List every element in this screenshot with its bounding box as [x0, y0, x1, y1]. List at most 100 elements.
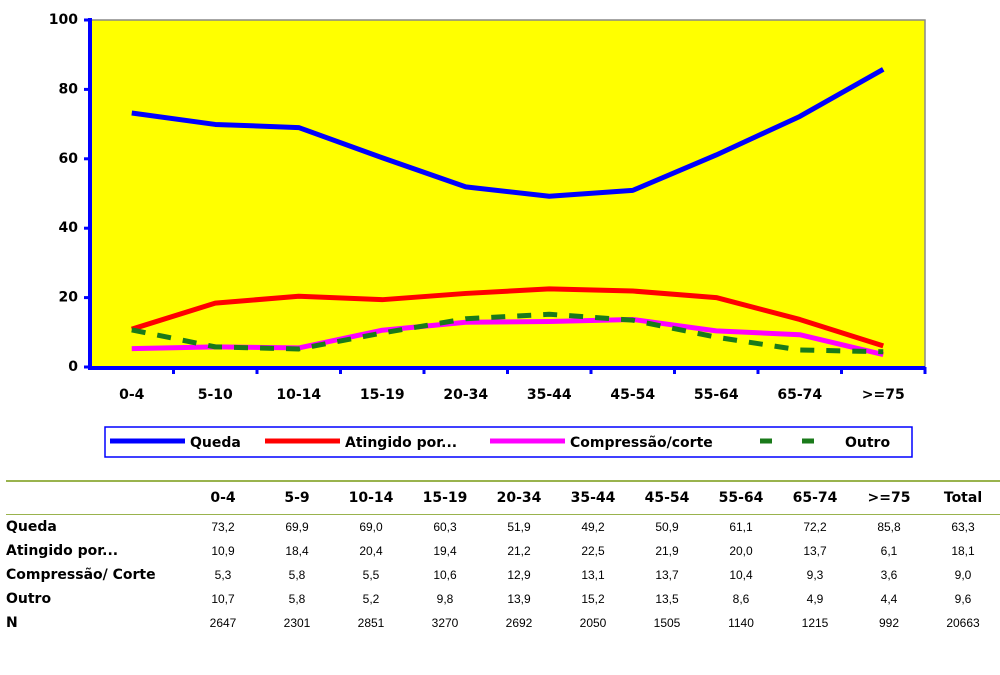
cell: 8,6: [732, 592, 750, 606]
table-row: Queda 73,2 69,9 69,0 60,3 51,9 49,2 50,9 61,1 72,…: [6, 515, 1000, 540]
cell: 18,1: [951, 544, 975, 558]
y-tick-label: 60: [59, 151, 79, 167]
column-header: 45-54: [630, 480, 704, 515]
column-header: 55-64: [704, 480, 778, 515]
cell: 992: [878, 616, 900, 630]
column-header: 65-74: [778, 480, 852, 515]
cell: 5,5: [362, 568, 380, 582]
table-row: N 2647 2301 2851 3270 2692 2050 1505 1140 1215 992…: [6, 611, 1000, 635]
legend-label: Atingido por...: [345, 435, 457, 451]
cell: 61,1: [729, 520, 753, 534]
cell: 5,2: [362, 592, 380, 606]
cell: 2647: [209, 616, 237, 630]
x-tick-label: 35-44: [527, 387, 572, 403]
cell: 9,8: [436, 592, 454, 606]
row-label: Compressão/ Corte: [6, 567, 156, 583]
cell: 13,1: [581, 568, 605, 582]
cell: 15,2: [581, 592, 605, 606]
header-row: 0-4 5-9 10-14 15-19 20-34 35-44 45-54 55-64 65-7…: [6, 480, 1000, 515]
line-series: [131, 286, 885, 349]
cell: 63,3: [951, 520, 975, 534]
cell: 13,7: [655, 568, 679, 582]
cell: 19,4: [433, 544, 457, 558]
cell: 69,0: [359, 520, 383, 534]
y-tick-label: 80: [59, 81, 79, 97]
column-header: 35-44: [556, 480, 630, 515]
cell: 22,5: [581, 544, 605, 558]
cell: 21,9: [655, 544, 679, 558]
x-tick-label: 0-4: [119, 387, 145, 403]
cell: 72,2: [803, 520, 827, 534]
column-header: 0-4: [186, 480, 260, 515]
cell: 49,2: [581, 520, 605, 534]
x-tick-label: 20-34: [443, 387, 488, 403]
x-tick-label: 10-14: [276, 387, 321, 403]
column-header: 20-34: [482, 480, 556, 515]
cell: 4,4: [880, 592, 898, 606]
data-table: 0-4 5-9 10-14 15-19 20-34 35-44 45-54 55-64 65-7…: [6, 480, 1000, 635]
cell: 3270: [431, 616, 459, 630]
cell: 1215: [801, 616, 829, 630]
cell: 2301: [283, 616, 311, 630]
cell: 13,7: [803, 544, 827, 558]
legend-label: Queda: [190, 435, 241, 451]
y-tick-label: 0: [68, 359, 78, 375]
y-tick-label: 40: [59, 220, 79, 236]
cell: 10,6: [433, 568, 457, 582]
cell: 73,2: [211, 520, 235, 534]
column-header: 10-14: [334, 480, 408, 515]
cell: 5,8: [288, 592, 306, 606]
cell: 2851: [357, 616, 385, 630]
cell: 50,9: [655, 520, 679, 534]
column-header: 5-9: [260, 480, 334, 515]
column-header: >=75: [852, 480, 926, 515]
cell: 10,4: [729, 568, 753, 582]
cell: 9,6: [954, 592, 972, 606]
cell: 6,1: [880, 544, 898, 558]
cell: 2692: [505, 616, 533, 630]
x-tick-label: 65-74: [777, 387, 822, 403]
cell: 5,8: [288, 568, 306, 582]
cell: 13,9: [507, 592, 531, 606]
cell: 20,4: [359, 544, 383, 558]
cell: 3,6: [880, 568, 898, 582]
cell: 20,0: [729, 544, 753, 558]
cell: 9,0: [954, 568, 972, 582]
cell: 60,3: [433, 520, 457, 534]
cell: 2050: [579, 616, 607, 630]
cell: 10,9: [211, 544, 235, 558]
row-label: Queda: [6, 519, 57, 535]
row-label: Atingido por...: [6, 543, 119, 559]
cell: 1140: [728, 616, 754, 630]
x-tick-label: >=75: [862, 387, 905, 403]
line-series: [131, 67, 885, 199]
cell: 69,9: [285, 520, 309, 534]
cell: 5,3: [214, 568, 232, 582]
cell: 51,9: [507, 520, 531, 534]
cell: 13,5: [655, 592, 679, 606]
cell: 21,2: [507, 544, 531, 558]
table-row: Outro 10,7 5,8 5,2 9,8 13,9 15,2 13,5 8,6 4,9 4,4 9…: [6, 587, 1000, 611]
cell: 18,4: [285, 544, 309, 558]
y-tick-label: 100: [49, 12, 78, 28]
y-tick-label: 20: [59, 290, 79, 306]
table-body: Queda 73,2 69,9 69,0 60,3 51,9 49,2 50,9 61,1 72,…: [6, 515, 1000, 636]
table-row: Compressão/ Corte 5,3 5,8 5,5 10,6 12,9 13,1 13…: [6, 563, 1000, 587]
cell: 9,3: [806, 568, 824, 582]
cell: 20663: [946, 616, 980, 630]
legend-label: Outro: [845, 435, 890, 451]
corner-cell: [6, 480, 186, 515]
row-label: Outro: [6, 591, 52, 607]
table-row: Atingido por... 10,9 18,4 20,4 19,4 21,2 22,5 2…: [6, 539, 1000, 563]
x-tick-label: 15-19: [360, 387, 405, 403]
cell: 10,7: [211, 592, 235, 606]
row-label: N: [6, 615, 18, 631]
x-tick-label: 45-54: [610, 387, 655, 403]
x-tick-label: 55-64: [694, 387, 739, 403]
x-tick-label: 5-10: [198, 387, 233, 403]
line-series: [131, 316, 884, 357]
legend-label: Compressão/corte: [570, 435, 713, 451]
column-header: 15-19: [408, 480, 482, 515]
cell: 1505: [653, 616, 681, 630]
